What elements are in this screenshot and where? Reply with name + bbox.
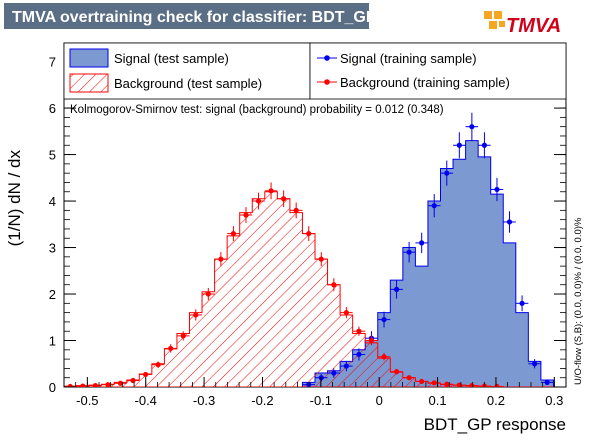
background-train-point	[302, 226, 315, 242]
background-train-point	[264, 182, 278, 200]
logo-text: TMVA	[506, 15, 561, 37]
signal-train-point	[465, 112, 479, 141]
y-tick-label: 4	[49, 194, 56, 209]
background-train-point	[164, 344, 177, 353]
signal-train-point	[390, 280, 403, 299]
y-tick-label: 6	[49, 101, 56, 116]
signal-train-point	[503, 211, 516, 233]
background-train-point	[315, 252, 328, 267]
background-train-point	[139, 371, 152, 378]
signal-train-point	[440, 160, 454, 186]
x-tick-label: -0.5	[76, 393, 98, 408]
background-train-point	[189, 309, 203, 321]
signal-train-point	[427, 194, 441, 218]
legend-background-train-marker	[317, 79, 337, 85]
background-train-point	[377, 353, 391, 361]
y-tick-label: 2	[49, 287, 56, 302]
background-train-point	[277, 190, 290, 208]
signal-train-point	[340, 360, 353, 372]
background-train-point	[327, 278, 341, 292]
x-tick-label: -0.1	[310, 393, 332, 408]
x-axis-label: BDT_GP response	[424, 415, 566, 434]
background-train-point	[365, 335, 378, 346]
signal-train-point	[302, 382, 315, 387]
x-tick-label: -0.4	[135, 393, 157, 408]
signal-train-point	[515, 295, 529, 312]
background-train-point	[151, 361, 165, 368]
background-train-point	[402, 375, 416, 381]
background-train-point	[101, 382, 115, 387]
x-tick-label: 0.2	[487, 393, 505, 408]
title-bar	[4, 3, 369, 29]
signal-train-point	[327, 368, 341, 378]
background-train-point	[252, 192, 265, 210]
y-tick-label: 0	[49, 380, 56, 395]
signal-train-point	[478, 132, 491, 159]
legend-background-test-label: Background (test sample)	[114, 76, 262, 91]
x-tick-label: -0.2	[251, 393, 273, 408]
signal-train-point	[415, 232, 428, 254]
tmva-logo: TMVA	[484, 11, 561, 37]
x-tick-label: -0.3	[193, 393, 215, 408]
legend-signal-test-swatch	[69, 48, 109, 68]
legend-background-test-swatch	[69, 73, 109, 93]
y-tick-label: 7	[49, 55, 56, 70]
legend-signal-train-marker	[317, 55, 337, 61]
background-train-point	[390, 368, 403, 375]
y-tick-label: 5	[49, 148, 56, 163]
overflow-note: U/O-flow (S,B): (0.0, 0.0)% / (0.0, 0.0)…	[573, 217, 584, 385]
signal-train-point	[490, 177, 504, 202]
background-train-point	[415, 378, 428, 385]
background-train-point	[289, 202, 303, 219]
background-train-point	[89, 383, 102, 387]
background-train-point	[340, 307, 353, 319]
legend-background-train-label: Background (training sample)	[340, 75, 510, 90]
background-train-point	[239, 207, 253, 223]
y-axis-label: (1/N) dN / dx	[5, 150, 24, 247]
background-train-point	[227, 226, 240, 242]
legend-signal-train-label: Signal (training sample)	[340, 51, 477, 66]
legend-signal-test-label: Signal (test sample)	[114, 51, 229, 66]
y-tick-label: 3	[49, 241, 56, 256]
background-train-point	[427, 380, 441, 386]
x-tick-label: 0.3	[545, 393, 563, 408]
background-train-point	[114, 380, 127, 386]
x-tick-label: 0	[376, 393, 383, 408]
background-train-point	[352, 326, 366, 336]
legend-right	[309, 42, 567, 100]
background-train-point	[465, 383, 479, 387]
ks-test-annotation: Kolmogorov-Smirnov test: signal (backgro…	[70, 104, 444, 116]
signal-train-point	[352, 348, 366, 361]
background-train-point	[176, 331, 190, 341]
signal-train-point	[402, 241, 416, 263]
signal-train-point	[453, 132, 466, 159]
background-train-point	[126, 377, 140, 384]
x-tick-label: 0.1	[429, 393, 447, 408]
background-train-point	[214, 252, 228, 267]
background-train-point	[440, 381, 454, 387]
signal-train-point	[528, 359, 541, 369]
chart-title: TMVA overtraining check for classifier: …	[12, 9, 377, 26]
y-tick-label: 1	[49, 334, 56, 349]
background-train-point	[202, 287, 215, 301]
signal-train-point	[377, 311, 391, 328]
